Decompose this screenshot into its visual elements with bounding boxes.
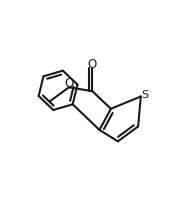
Text: O: O	[87, 58, 96, 71]
Text: O: O	[64, 77, 74, 90]
Text: S: S	[142, 90, 149, 100]
